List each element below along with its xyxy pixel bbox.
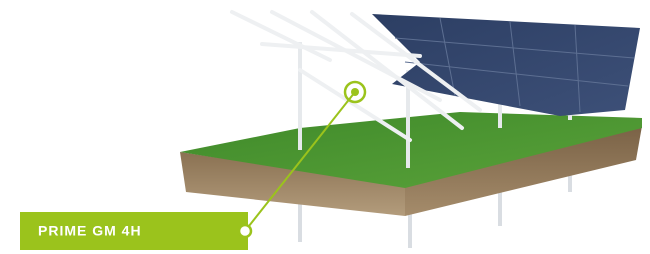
pointer-dot (351, 88, 359, 96)
product-illustration: PRIME GM 4H (0, 0, 650, 254)
label-dot (239, 225, 251, 237)
product-label: PRIME GM 4H (38, 223, 142, 239)
solar-panels (372, 14, 640, 116)
page: PRIME GM 4H (() => { const data = JSON.p… (0, 0, 650, 254)
